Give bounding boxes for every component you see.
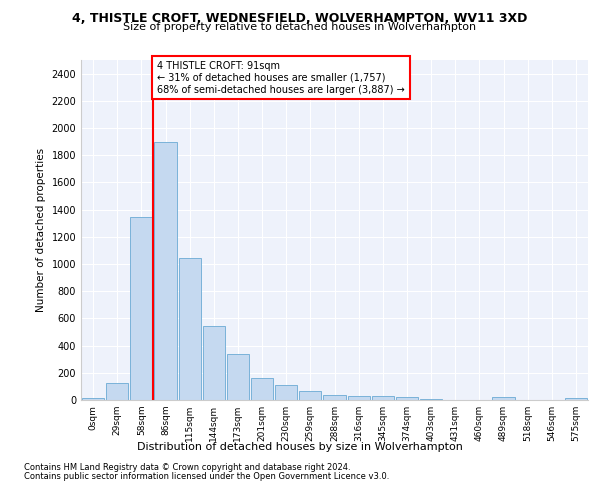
Bar <box>82 398 104 400</box>
Bar <box>106 383 128 400</box>
Bar <box>323 394 346 400</box>
Bar <box>565 398 587 400</box>
Bar <box>396 398 418 400</box>
Text: 4, THISTLE CROFT, WEDNESFIELD, WOLVERHAMPTON, WV11 3XD: 4, THISTLE CROFT, WEDNESFIELD, WOLVERHAM… <box>73 12 527 26</box>
Text: 4 THISTLE CROFT: 91sqm
← 31% of detached houses are smaller (1,757)
68% of semi-: 4 THISTLE CROFT: 91sqm ← 31% of detached… <box>157 62 405 94</box>
Bar <box>275 385 298 400</box>
Bar <box>251 378 273 400</box>
Bar <box>179 258 201 400</box>
Text: Contains HM Land Registry data © Crown copyright and database right 2024.: Contains HM Land Registry data © Crown c… <box>24 464 350 472</box>
Bar <box>299 392 322 400</box>
Text: Distribution of detached houses by size in Wolverhampton: Distribution of detached houses by size … <box>137 442 463 452</box>
Bar <box>203 326 225 400</box>
Bar <box>154 142 176 400</box>
Bar <box>347 396 370 400</box>
Y-axis label: Number of detached properties: Number of detached properties <box>36 148 46 312</box>
Bar <box>420 398 442 400</box>
Bar <box>227 354 249 400</box>
Text: Contains public sector information licensed under the Open Government Licence v3: Contains public sector information licen… <box>24 472 389 481</box>
Bar <box>130 217 152 400</box>
Bar <box>493 398 515 400</box>
Text: Size of property relative to detached houses in Wolverhampton: Size of property relative to detached ho… <box>124 22 476 32</box>
Bar <box>371 396 394 400</box>
